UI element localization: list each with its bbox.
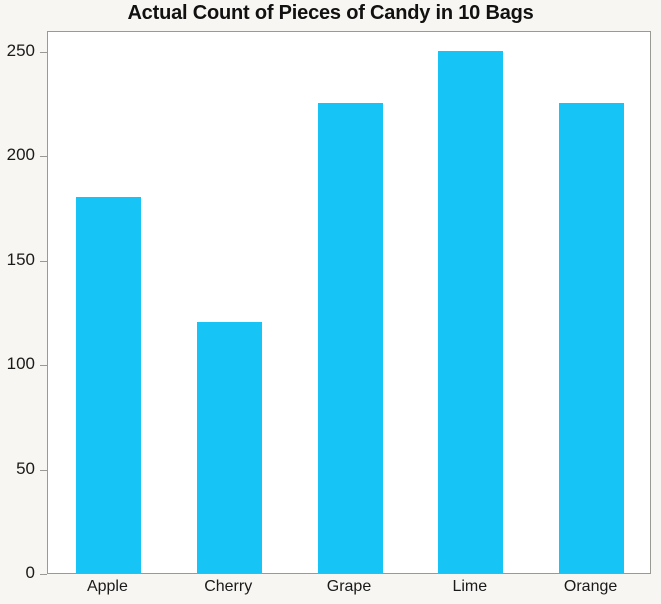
bar-cherry xyxy=(196,322,262,573)
y-axis-tick-label: 100 xyxy=(6,354,35,374)
bar-grape xyxy=(317,103,383,573)
chart-title: Actual Count of Pieces of Candy in 10 Ba… xyxy=(127,2,534,24)
x-axis: Apple Cherry Grape Lime Orange xyxy=(47,576,651,604)
bar-lime xyxy=(438,50,504,573)
y-axis-tick-label: 200 xyxy=(6,145,35,165)
bar-orange xyxy=(559,103,625,573)
x-axis-tick-label-orange: Orange xyxy=(563,578,618,595)
plot-area xyxy=(47,31,651,574)
y-axis-tick-mark xyxy=(40,156,47,158)
x-axis-tick-label-grape: Grape xyxy=(326,578,372,595)
x-axis-tick-label-cherry: Cherry xyxy=(204,578,253,595)
y-axis-tick-label: 0 xyxy=(25,563,35,582)
x-axis-tick-label-lime: Lime xyxy=(452,578,488,595)
y-axis-tick-mark xyxy=(40,260,47,262)
y-axis-tick-label: 250 xyxy=(6,40,35,60)
y-axis-tick-mark xyxy=(40,574,47,575)
y-axis-tick-label: 50 xyxy=(16,458,35,478)
y-axis-tick-mark xyxy=(40,365,47,367)
y-axis-tick-mark xyxy=(40,51,47,53)
y-axis-tick-mark xyxy=(40,469,47,471)
bars-layer xyxy=(48,32,650,573)
y-axis-tick-label: 150 xyxy=(6,249,35,269)
x-axis-tick-label-apple: Apple xyxy=(86,578,128,595)
y-axis: 0 50 100 150 200 250 xyxy=(0,0,47,604)
bar-apple xyxy=(75,197,141,573)
